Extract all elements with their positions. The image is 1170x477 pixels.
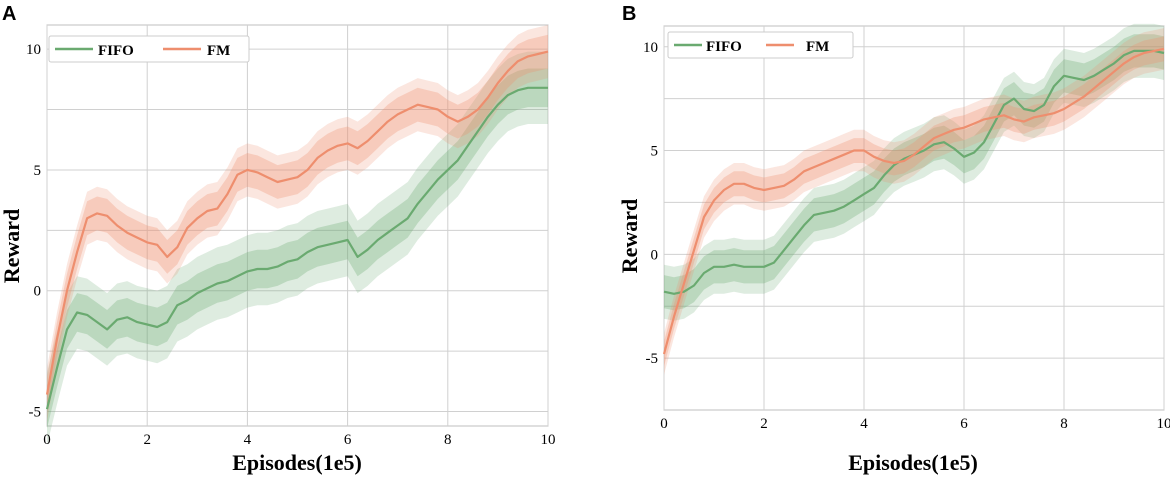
panel-b-legend-box — [667, 31, 854, 59]
panel-a-letter: A — [2, 3, 16, 25]
panel-a-grid — [46, 25, 549, 426]
band-fifo — [47, 51, 548, 446]
band-fm — [47, 25, 548, 422]
y-tick-label: 0 — [34, 284, 42, 300]
x-tick-label: 6 — [344, 432, 352, 448]
y-tick-label: 5 — [34, 163, 42, 179]
y-tick-label: 5 — [651, 144, 659, 160]
panel-b-bands — [664, 23, 1164, 375]
panel-a-y-axis-label: Reward — [0, 209, 24, 284]
panel-b-x-ticks: 0 2 4 6 8 10 — [660, 416, 1170, 432]
panel-a-legend-box — [48, 35, 250, 63]
panel-a-y-ticks: -5 0 5 10 — [26, 42, 41, 420]
band-fifo — [664, 23, 1164, 321]
series-line-fm — [662, 47, 1165, 355]
series-line-fifo — [45, 86, 548, 410]
panel-b-legend: FIFO FM — [667, 31, 854, 59]
x-tick-label: 4 — [244, 432, 252, 448]
panel-b-y-ticks: -5 0 5 10 — [643, 40, 658, 367]
x-tick-label: 10 — [1157, 416, 1170, 432]
x-tick-label: 2 — [760, 416, 768, 432]
x-tick-label: 6 — [960, 416, 968, 432]
panel-b-x-axis-label: Episodes(1e5) — [848, 450, 978, 475]
panel-b-legend-fm-label: FM — [806, 39, 829, 55]
band-fm — [47, 34, 548, 412]
panel-b-letter: B — [622, 3, 636, 25]
band-fm — [664, 36, 1164, 367]
y-tick-label: 10 — [26, 42, 41, 58]
y-tick-label: -5 — [646, 351, 659, 367]
panel-b-y-axis-label: Reward — [617, 199, 642, 274]
band-fifo — [47, 68, 548, 429]
panel-a-legend-fm-label: FM — [207, 43, 230, 59]
panel-a-x-ticks: 0 2 4 6 8 10 — [43, 432, 555, 448]
panel-a-bands — [47, 25, 548, 446]
y-tick-label: -5 — [29, 405, 42, 421]
x-tick-label: 0 — [660, 416, 668, 432]
panel-a-legend: FIFO FM — [48, 35, 250, 63]
x-tick-label: 8 — [1060, 416, 1068, 432]
panel-a-series-lines — [45, 50, 549, 410]
x-tick-label: 2 — [143, 432, 151, 448]
panel-b: B 0 2 4 6 8 10 -5 0 5 10 Episodes(1e5) Reward FI… — [617, 3, 1170, 475]
panel-a-x-axis-label: Episodes(1e5) — [232, 450, 362, 475]
y-tick-label: 10 — [643, 40, 658, 56]
panel-a-legend-fifo-label: FIFO — [98, 43, 134, 59]
x-tick-label: 10 — [541, 432, 556, 448]
panel-b-series-lines — [662, 47, 1165, 355]
y-tick-label: 0 — [651, 247, 659, 263]
band-fifo — [664, 34, 1164, 311]
series-line-fm — [45, 50, 549, 395]
x-tick-label: 4 — [860, 416, 868, 432]
panel-b-legend-fifo-label: FIFO — [706, 39, 742, 55]
x-tick-label: 0 — [43, 432, 51, 448]
x-tick-label: 8 — [444, 432, 452, 448]
band-fm — [664, 28, 1164, 375]
